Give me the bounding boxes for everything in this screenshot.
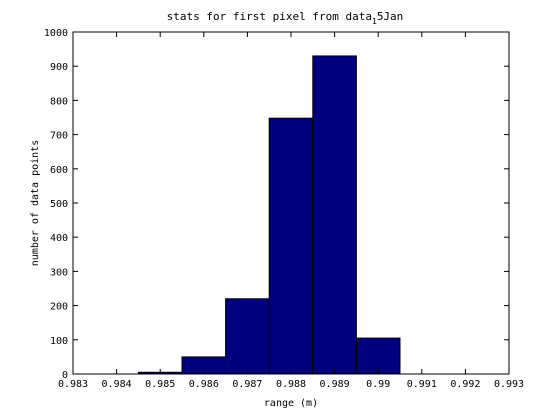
- x-axis-label: range (m): [264, 398, 318, 409]
- histogram-bar: [268, 117, 314, 375]
- x-tick-label: 0.99: [366, 379, 390, 390]
- y-tick-label: 100: [50, 336, 68, 347]
- chart-title-subscript: 1: [372, 17, 377, 26]
- y-tick-label: 400: [50, 233, 68, 244]
- x-tick-label: 0.993: [494, 379, 524, 390]
- plot-frame: [72, 31, 510, 375]
- y-tick-label: 200: [50, 302, 68, 313]
- x-tick-label: 0.984: [102, 379, 132, 390]
- x-tick-label: 0.983: [58, 379, 88, 390]
- x-tick-label: 0.992: [450, 379, 480, 390]
- y-tick-label: 800: [50, 96, 68, 107]
- y-tick-label: 1000: [44, 28, 68, 39]
- chart-title: stats for first pixel from data15Jan: [167, 10, 404, 26]
- y-axis-label: number of data points: [30, 140, 41, 266]
- histogram-bar: [312, 55, 357, 375]
- x-tick-label: 0.989: [320, 379, 350, 390]
- x-tick-label: 0.986: [189, 379, 219, 390]
- chart-title-main: stats for first pixel from data: [167, 10, 372, 23]
- y-tick-label: 900: [50, 62, 68, 73]
- x-tick-label: 0.988: [276, 379, 306, 390]
- x-tick-label: 0.987: [232, 379, 262, 390]
- histogram-bar: [225, 298, 270, 375]
- y-tick-label: 500: [50, 199, 68, 210]
- y-tick-label: 0: [62, 370, 68, 381]
- y-tick-label: 700: [50, 131, 68, 142]
- x-tick-label: 0.985: [145, 379, 175, 390]
- y-axis-ticks: 0 100 200 300 400 500 600 700 800 900 1000: [44, 28, 509, 381]
- x-axis-ticks: 0.983 0.984 0.985 0.986 0.987 0.988 0.989 0.99 0…: [58, 32, 524, 390]
- x-tick-label: 0.991: [407, 379, 437, 390]
- histogram-bar: [355, 337, 401, 375]
- y-tick-label: 600: [50, 165, 68, 176]
- y-tick-label: 300: [50, 267, 68, 278]
- chart-title-suffix: 5Jan: [377, 10, 404, 23]
